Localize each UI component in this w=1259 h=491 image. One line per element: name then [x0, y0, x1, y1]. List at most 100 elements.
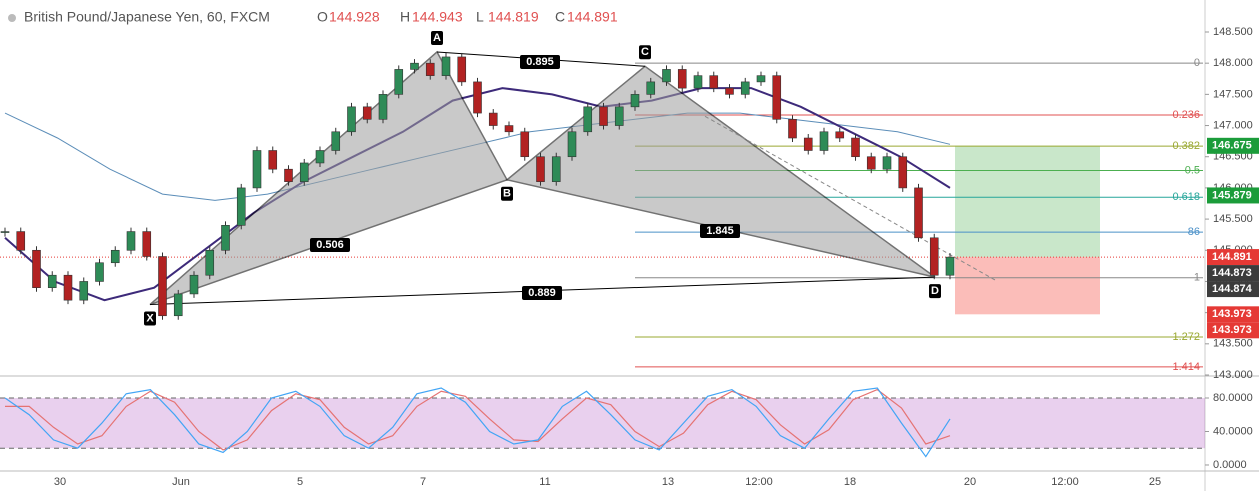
- candle: [772, 75, 782, 120]
- price-badge: [1207, 249, 1259, 266]
- candle: [299, 162, 309, 182]
- stop-zone: [955, 257, 1100, 315]
- ohlc-label: L: [476, 9, 484, 25]
- candle: [614, 106, 624, 126]
- candle: [835, 131, 845, 139]
- price-badge: [1207, 306, 1259, 323]
- ohlc-label: H: [400, 9, 410, 25]
- candle: [347, 106, 356, 133]
- pattern-point-label: D: [931, 285, 939, 297]
- fib-label: 0.618: [1172, 191, 1200, 203]
- pattern-label-bg: [639, 45, 651, 60]
- ratio-bg: [522, 286, 562, 300]
- y-tick-label: 148.500: [1213, 26, 1253, 38]
- x-tick-label: 5: [297, 476, 303, 488]
- y-tick-label: 148.000: [1213, 57, 1253, 69]
- candle: [929, 237, 939, 276]
- candle: [110, 249, 120, 264]
- ohlc-value: 144.891: [567, 9, 618, 25]
- candle: [819, 131, 829, 151]
- pattern-point-label: A: [433, 32, 441, 44]
- candle: [236, 187, 246, 226]
- x-tick-label: 13: [662, 476, 674, 488]
- candle: [882, 156, 892, 170]
- chart-title: British Pound/Japanese Yen, 60, FXCM: [24, 9, 270, 25]
- candle: [142, 231, 152, 257]
- candle: [536, 156, 545, 182]
- x-tick-label: 20: [964, 476, 976, 488]
- osc-tick-label: 0.0000: [1213, 459, 1247, 471]
- candle: [945, 256, 955, 276]
- pattern-point-label: C: [641, 46, 649, 58]
- candle: [425, 62, 435, 76]
- price-badge-label: 146.675: [1212, 140, 1252, 152]
- pattern-label-bg: [431, 30, 443, 45]
- candle: [252, 150, 262, 189]
- candle: [95, 262, 104, 282]
- y-tick-label: 143.000: [1213, 369, 1253, 381]
- pattern-label-bg: [929, 284, 941, 299]
- ratio-bg: [310, 238, 350, 252]
- ohlc-label: O: [317, 9, 328, 25]
- y-tick-label: 145.500: [1213, 213, 1253, 225]
- y-tick-label: 147.500: [1213, 88, 1253, 100]
- candle: [268, 150, 278, 170]
- fib-label: 0.5: [1185, 164, 1200, 176]
- candle: [646, 81, 656, 95]
- candle: [16, 231, 26, 251]
- ratio-label: 0.889: [528, 287, 556, 299]
- x-tick-label: Jun: [172, 476, 190, 488]
- pattern-label-bg: [501, 186, 513, 201]
- candle: [47, 274, 57, 288]
- candle: [331, 131, 341, 151]
- candle: [851, 137, 860, 158]
- candle: [378, 94, 388, 120]
- osc-tick-label: 80.0000: [1213, 392, 1253, 404]
- candle: [898, 156, 908, 189]
- candle: [740, 81, 750, 95]
- y-tick-label: 143.500: [1213, 338, 1253, 350]
- x-tick-label: 11: [539, 476, 550, 488]
- price-badge-label: 144.874: [1212, 283, 1253, 295]
- pattern-point-label: X: [146, 312, 154, 324]
- fib-label: 0.382: [1172, 140, 1200, 152]
- pattern-point-label: B: [503, 188, 511, 200]
- price-badge: [1207, 137, 1259, 154]
- price-badge-label: 145.879: [1212, 189, 1252, 201]
- ohlc-label: C: [555, 9, 565, 25]
- candle: [803, 137, 813, 151]
- candle: [173, 293, 183, 317]
- x-tick-label: 25: [1149, 476, 1161, 488]
- price-badge-label: 144.873: [1212, 267, 1252, 279]
- candle: [693, 75, 703, 89]
- osc-k: [4, 387, 951, 458]
- ratio-label: 0.506: [316, 239, 344, 251]
- candle: [599, 106, 608, 126]
- candle: [362, 106, 372, 120]
- ratio-bg: [700, 224, 740, 238]
- candle: [677, 69, 687, 89]
- price-badge: [1207, 187, 1259, 204]
- candle: [189, 274, 199, 295]
- ohlc-value: 144.943: [412, 9, 463, 25]
- candle: [914, 187, 923, 239]
- candle: [457, 56, 467, 83]
- price-badge: [1207, 322, 1259, 339]
- y-tick-label: 147.000: [1213, 119, 1253, 131]
- candle: [0, 231, 10, 233]
- osc-d: [5, 388, 951, 451]
- fib-label: 0: [1194, 57, 1200, 69]
- x-tick-label: 12:00: [745, 476, 773, 488]
- fib-label: 1.272: [1172, 331, 1200, 343]
- x-tick-label: 18: [844, 476, 856, 488]
- candle: [630, 94, 640, 108]
- ohlc-value: 144.819: [488, 9, 539, 25]
- fib-label: 1.414: [1172, 361, 1200, 373]
- osc-tick-label: 40.0000: [1213, 425, 1253, 437]
- ratio-bg: [520, 55, 560, 69]
- candle: [520, 131, 530, 158]
- fib-label: 1: [1194, 272, 1200, 284]
- status-dot: [8, 14, 16, 22]
